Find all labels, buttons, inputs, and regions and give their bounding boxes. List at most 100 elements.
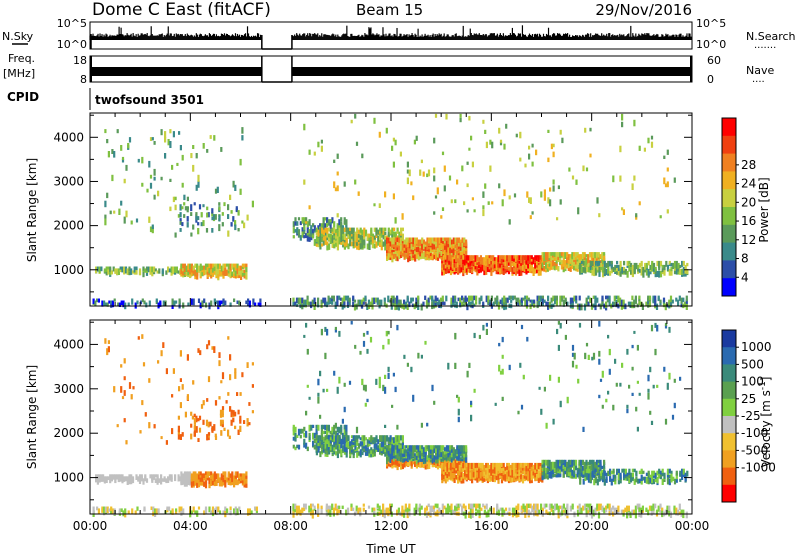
heatmap-cell <box>136 219 138 223</box>
heatmap-cell <box>194 202 196 205</box>
heatmap-cell <box>222 222 224 226</box>
heatmap-cell <box>419 170 421 176</box>
nave-tick-top: 60 <box>707 54 721 67</box>
heatmap-cell <box>241 135 243 140</box>
heatmap-cell <box>454 199 456 203</box>
heatmap-cell <box>547 158 549 163</box>
heatmap-cell <box>231 210 233 214</box>
heatmap-cell <box>111 175 113 181</box>
heatmap-cell <box>98 299 100 303</box>
heatmap-cell <box>674 178 676 183</box>
heatmap-cell <box>461 166 463 172</box>
heatmap-cell <box>175 301 177 304</box>
y-tick-label: 3000 <box>53 174 84 188</box>
heatmap-cell <box>639 201 641 205</box>
heatmap-cell <box>206 207 208 211</box>
heatmap-cell <box>100 267 102 272</box>
heatmap-cell <box>620 261 622 266</box>
heatmap-cell <box>586 168 588 172</box>
heatmap-cell <box>393 162 395 168</box>
colorbar-tick-label: 8 <box>741 252 749 266</box>
heatmap-cell <box>621 114 623 121</box>
heatmap-cell <box>472 162 474 168</box>
heatmap-cell <box>183 214 185 218</box>
heatmap-cell <box>223 202 225 206</box>
heatmap-cell <box>131 299 133 305</box>
heatmap-cell <box>224 471 226 474</box>
heatmap-cell <box>475 302 477 305</box>
heatmap-cell <box>141 157 143 164</box>
heatmap-cell <box>686 296 688 302</box>
heatmap-cell <box>205 303 207 308</box>
nsky-right-tick-top: 10^5 <box>696 17 726 30</box>
heatmap-cell <box>433 211 435 214</box>
heatmap-cell <box>561 138 563 143</box>
heatmap-cell <box>633 176 635 181</box>
heatmap-cell <box>145 303 147 308</box>
heatmap-cell <box>294 217 296 221</box>
heatmap-cell <box>656 304 658 310</box>
heatmap-cell <box>227 231 229 237</box>
heatmap-cell <box>298 229 300 235</box>
heatmap-cell <box>347 435 349 441</box>
heatmap-cell <box>412 298 414 302</box>
heatmap-cell <box>187 197 189 201</box>
heatmap-cell <box>621 122 623 127</box>
y-tick-label: 4000 <box>53 130 84 144</box>
heatmap-cell <box>169 207 171 212</box>
freq-band <box>292 67 691 76</box>
cpid-label: CPID <box>7 90 39 104</box>
heatmap-cell <box>182 183 184 188</box>
heatmap-cell <box>220 147 222 152</box>
heatmap-cell <box>192 225 194 230</box>
heatmap-cell <box>211 208 213 213</box>
heatmap-cell <box>463 201 465 205</box>
heatmap-cell <box>365 230 367 233</box>
heatmap-cell <box>333 181 335 188</box>
heatmap-cell <box>407 162 409 168</box>
heatmap-cell <box>635 213 637 217</box>
heatmap-cell <box>195 212 197 216</box>
heatmap-cell <box>480 296 482 301</box>
heatmap-cell <box>298 217 300 220</box>
heatmap-cell <box>218 224 220 231</box>
heatmap-cell <box>442 296 444 302</box>
heatmap-cell <box>328 425 330 429</box>
heatmap-cell <box>187 216 189 222</box>
heatmap-cell <box>146 478 148 483</box>
heatmap-cell <box>560 199 562 204</box>
heatmap-cell <box>187 222 189 227</box>
heatmap-cell <box>433 138 435 144</box>
heatmap-cell <box>150 183 152 189</box>
heatmap-cell <box>384 228 386 232</box>
heatmap-cell <box>174 474 176 481</box>
heatmap-cell <box>616 261 618 264</box>
heatmap-cell <box>129 137 131 142</box>
heatmap-cell <box>686 304 688 310</box>
freq-tick-top: 18 <box>73 54 87 67</box>
station-title: Dome C East (fitACF) <box>92 0 271 20</box>
heatmap-cell <box>333 221 335 227</box>
heatmap-cell <box>417 304 419 310</box>
heatmap-cell <box>351 120 353 124</box>
heatmap-cell <box>654 296 656 303</box>
heatmap-cell <box>234 225 236 231</box>
heatmap-cell <box>435 195 437 198</box>
heatmap-cell <box>549 199 551 206</box>
heatmap-cell <box>114 299 116 302</box>
heatmap-cell <box>568 168 570 172</box>
heatmap-cell <box>484 183 486 188</box>
heatmap-cell <box>575 296 577 301</box>
heatmap-cell <box>292 298 294 302</box>
nsky-label: N.Sky <box>2 30 34 43</box>
heatmap-cell <box>345 219 347 225</box>
heatmap-cell <box>321 140 323 144</box>
heatmap-cell <box>632 183 634 190</box>
heatmap-cell <box>213 135 215 141</box>
heatmap-cell <box>644 148 646 152</box>
heatmap-cell <box>202 204 204 207</box>
heatmap-cell <box>148 161 150 168</box>
heatmap-cell <box>456 302 458 309</box>
heatmap-cell <box>312 425 314 428</box>
